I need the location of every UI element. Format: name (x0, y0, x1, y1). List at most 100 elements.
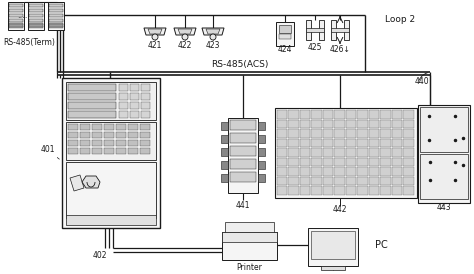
Bar (92, 124, 102, 130)
Text: 443: 443 (437, 202, 451, 212)
Bar (130, 93, 139, 100)
Bar (279, 34, 291, 39)
Bar (323, 129, 334, 138)
Text: 423: 423 (206, 41, 220, 50)
Bar (29, 14, 43, 17)
Bar (381, 167, 391, 176)
Bar (221, 148, 228, 156)
Text: 422: 422 (178, 41, 192, 50)
Bar (92, 140, 102, 146)
Bar (392, 119, 402, 128)
Bar (335, 186, 345, 195)
Bar (300, 177, 310, 185)
Bar (335, 110, 345, 119)
Bar (308, 228, 358, 266)
Bar (346, 129, 356, 138)
Bar (277, 158, 288, 166)
Bar (300, 167, 310, 176)
Bar (130, 111, 139, 118)
Bar (276, 22, 294, 46)
Bar (346, 119, 356, 128)
Text: 401: 401 (40, 145, 55, 155)
Bar (277, 129, 288, 138)
Bar (48, 2, 64, 30)
Bar (392, 167, 402, 176)
Bar (306, 20, 311, 40)
Bar (289, 110, 299, 119)
Bar (392, 148, 402, 157)
Bar (357, 139, 368, 147)
Bar (300, 158, 310, 166)
Bar (381, 129, 391, 138)
Bar (403, 119, 414, 128)
Bar (9, 4, 23, 7)
Bar (289, 119, 299, 128)
Bar (29, 4, 43, 7)
Bar (331, 28, 349, 32)
Bar (225, 222, 274, 232)
Bar (258, 161, 265, 169)
Bar (68, 148, 78, 154)
Bar (277, 119, 288, 128)
Bar (130, 84, 139, 91)
Bar (116, 132, 126, 138)
Bar (306, 28, 324, 32)
Bar (311, 129, 322, 138)
Bar (311, 186, 322, 195)
Bar (222, 232, 277, 242)
Text: 440: 440 (415, 78, 429, 87)
Bar (128, 148, 138, 154)
Bar (289, 167, 299, 176)
Bar (335, 148, 345, 157)
Bar (392, 139, 402, 147)
Bar (230, 159, 256, 169)
Bar (140, 132, 150, 138)
Bar (344, 20, 349, 40)
Text: RS-485(Term): RS-485(Term) (3, 39, 55, 47)
Bar (277, 167, 288, 176)
Bar (321, 266, 345, 270)
Polygon shape (148, 29, 162, 34)
Bar (381, 119, 391, 128)
Text: 421: 421 (148, 41, 162, 50)
Bar (311, 148, 322, 157)
Bar (319, 20, 324, 40)
Bar (221, 174, 228, 182)
Bar (381, 148, 391, 157)
Bar (311, 158, 322, 166)
Bar (275, 108, 417, 198)
Bar (80, 132, 90, 138)
Bar (9, 26, 23, 28)
Bar (277, 110, 288, 119)
Bar (62, 78, 160, 228)
Bar (140, 148, 150, 154)
Bar (141, 84, 150, 91)
Bar (258, 135, 265, 143)
Bar (28, 2, 44, 30)
Bar (230, 133, 256, 143)
Bar (346, 148, 356, 157)
Bar (323, 110, 334, 119)
Bar (68, 93, 116, 100)
Bar (49, 14, 63, 17)
Bar (119, 93, 128, 100)
Text: RS-485(ACS): RS-485(ACS) (211, 59, 269, 68)
Bar (66, 215, 156, 225)
Bar (66, 162, 156, 218)
Bar (230, 120, 256, 130)
Bar (9, 9, 23, 12)
Bar (392, 177, 402, 185)
Bar (116, 140, 126, 146)
Bar (279, 25, 291, 33)
Bar (323, 177, 334, 185)
Bar (29, 23, 43, 25)
Bar (381, 139, 391, 147)
Bar (140, 124, 150, 130)
Bar (300, 148, 310, 157)
Bar (357, 129, 368, 138)
Bar (357, 119, 368, 128)
Bar (346, 110, 356, 119)
Bar (311, 167, 322, 176)
Bar (357, 177, 368, 185)
Bar (346, 158, 356, 166)
